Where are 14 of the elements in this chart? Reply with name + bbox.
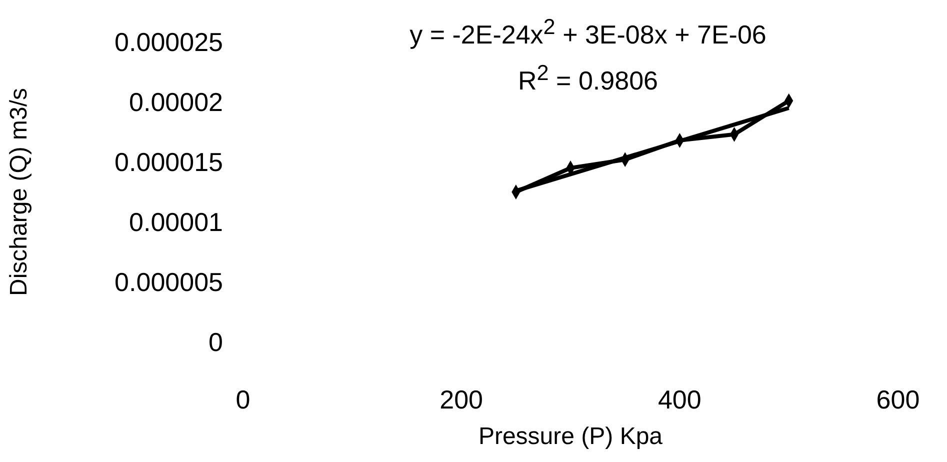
y-tick-label: 0.000015 <box>114 147 223 178</box>
x-tick-label: 200 <box>440 384 484 414</box>
x-axis-title: Pressure (P) Kpa <box>478 423 664 450</box>
x-tick-label: 0 <box>236 384 250 414</box>
y-tick-label: 0.000025 <box>114 27 223 58</box>
y-tick-label: 0.000005 <box>114 267 223 298</box>
annotation: R$^{2}$ = 0.9806 <box>517 60 659 97</box>
y-tick-label: 0.00002 <box>129 87 223 118</box>
y-tick-label: 0 <box>208 327 223 358</box>
x-tick-label: 400 <box>658 384 702 414</box>
y-tick-label: 0.00001 <box>129 207 223 238</box>
y-axis-title: Discharge (Q) m3/s <box>6 88 33 296</box>
x-tick-label: 600 <box>876 384 920 414</box>
annotation: y = -2E-24x$^{2}$ + 3E-08x + 7E-06 <box>408 14 768 51</box>
